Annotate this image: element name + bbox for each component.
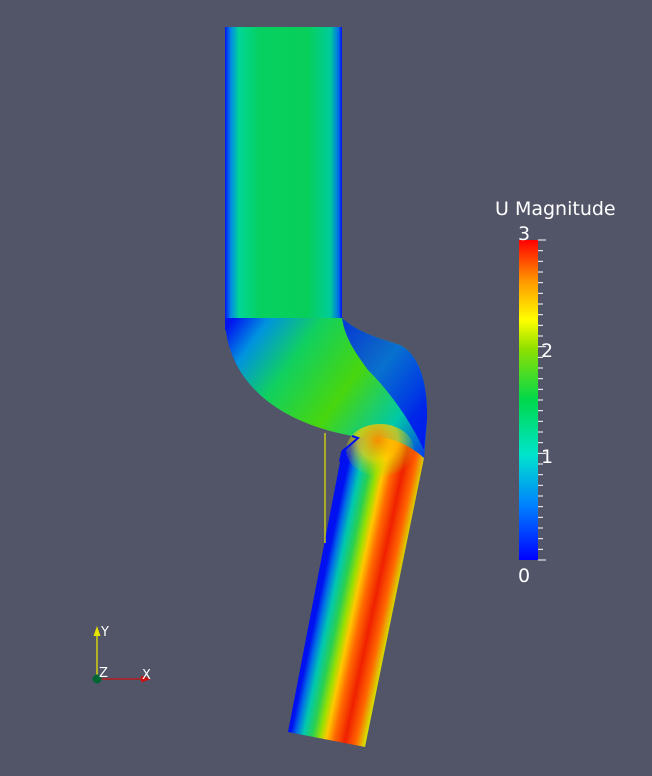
colorbar-ticks	[538, 239, 546, 561]
y-axis-label: Y	[100, 625, 109, 640]
colorbar-label-1: 1	[541, 446, 553, 468]
colorbar-title: U Magnitude	[495, 198, 616, 220]
throat-hotspot	[346, 424, 414, 476]
axes-triad: Y X Z	[92, 625, 151, 684]
colorbar-label-2: 2	[541, 340, 553, 362]
flow-domain	[225, 27, 428, 747]
y-axis-arrow	[93, 626, 101, 636]
bulge-region	[342, 318, 428, 450]
x-axis-arrow	[141, 675, 151, 683]
lower-channel	[288, 436, 424, 747]
splitter-edge	[339, 435, 360, 463]
upper-channel	[225, 27, 343, 330]
colorbar-gradient	[519, 240, 538, 560]
x-axis-label: X	[142, 668, 151, 683]
colorbar-label-max: 3	[518, 223, 530, 245]
z-axis-dot	[92, 674, 102, 684]
z-axis-label: Z	[99, 666, 108, 681]
colorbar-legend: U Magnitude 3 2 1 0	[495, 198, 616, 587]
colorbar-label-min: 0	[518, 565, 530, 587]
